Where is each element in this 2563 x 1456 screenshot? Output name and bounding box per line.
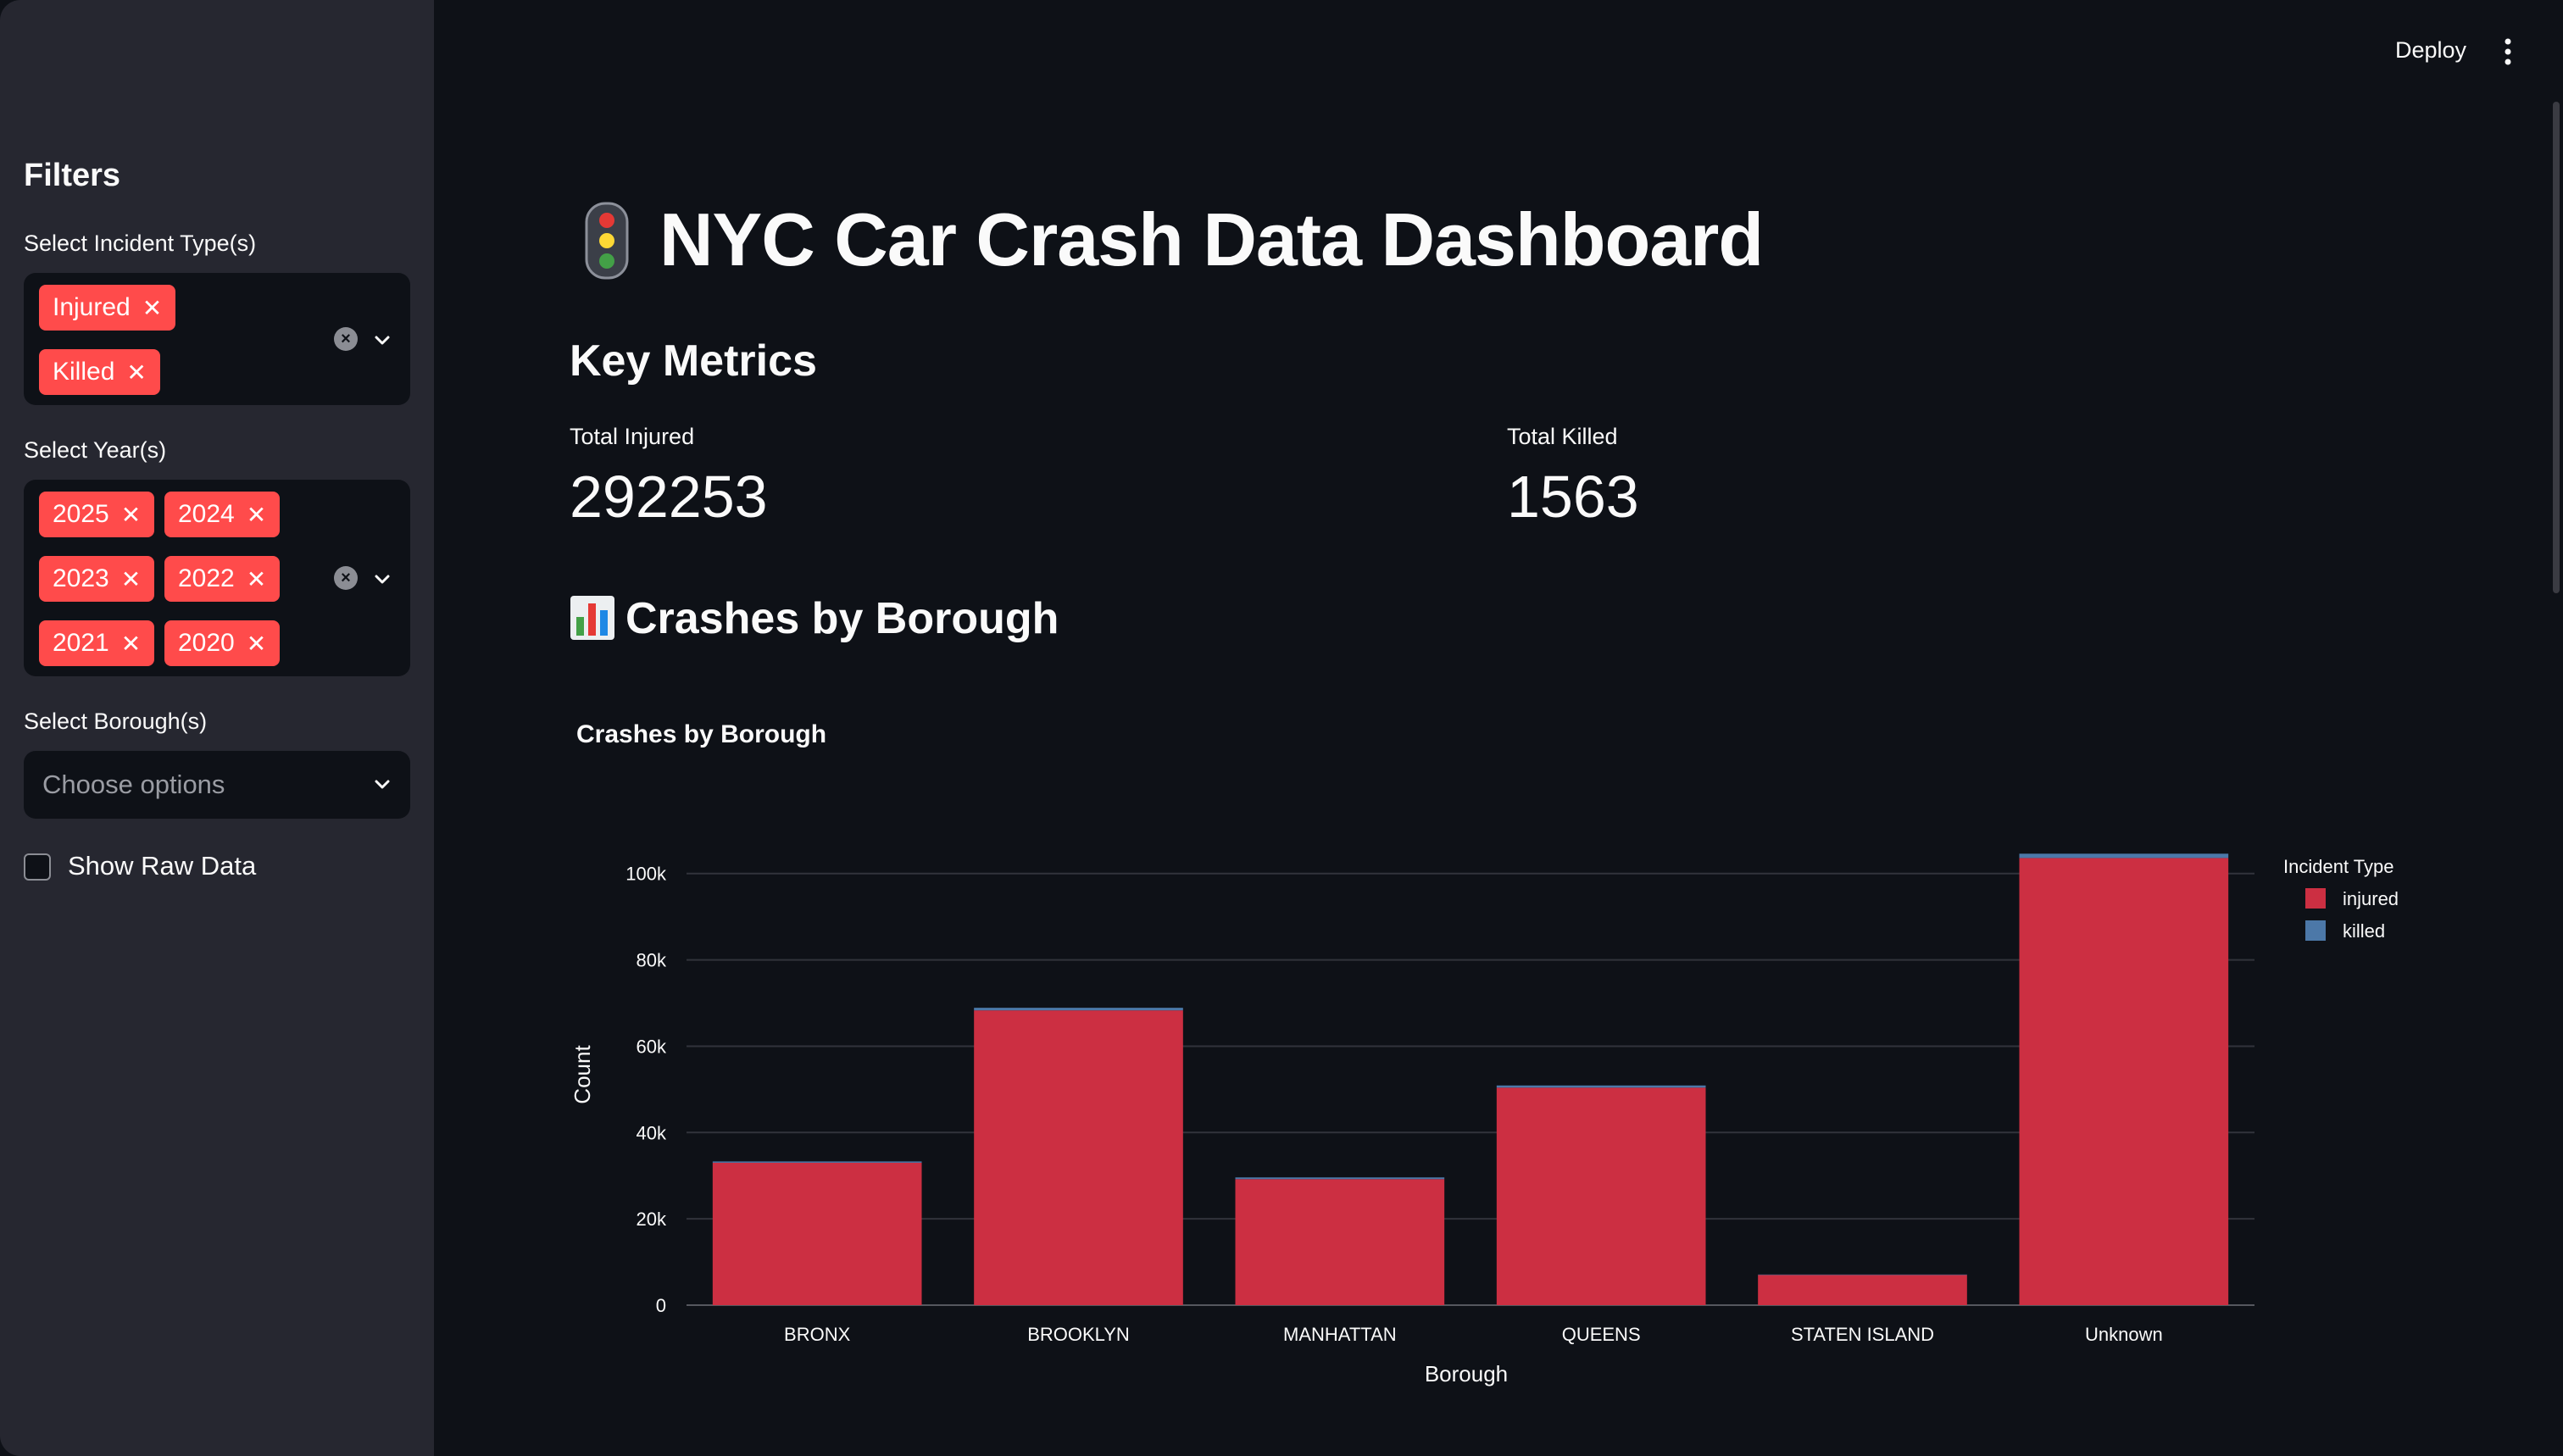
sidebar: Filters Select Incident Type(s) Injured … [0, 0, 434, 1456]
year-multiselect[interactable]: 2025 ✕ 2024 ✕ 2023 ✕ 2022 ✕ 2021 ✕ 2020 … [24, 480, 410, 676]
key-metrics-heading: Key Metrics [570, 336, 817, 386]
chip-year-2022[interactable]: 2022 ✕ [164, 556, 281, 602]
crashes-by-borough-chart: Crashes by Borough 0 20k 40k 60k 80k 100k BRON… [559, 712, 2458, 1407]
kebab-menu-icon[interactable] [2504, 37, 2512, 66]
chip-year-2024[interactable]: 2024 ✕ [164, 492, 281, 537]
chevron-down-icon[interactable] [373, 331, 392, 349]
show-raw-data-checkbox[interactable] [24, 853, 51, 881]
y-tick-label: 60k [637, 1036, 667, 1057]
bar-chart-icon [570, 596, 614, 640]
chart-legend: Incident Type injured killed [2283, 856, 2399, 942]
incident-type-multiselect[interactable]: Injured ✕ Killed ✕ × [24, 273, 410, 405]
chip-label: 2024 [178, 500, 235, 528]
traffic-light-icon [585, 202, 629, 280]
y-tick-label: 80k [637, 950, 667, 971]
chip-remove-icon[interactable]: ✕ [246, 630, 267, 657]
x-tick-label: MANHATTAN [1283, 1324, 1397, 1345]
x-axis-label: Borough [1425, 1361, 1508, 1387]
chip-label: 2025 [53, 500, 109, 528]
bar-injured-unknown[interactable] [2019, 858, 2229, 1305]
chip-year-2021[interactable]: 2021 ✕ [39, 620, 155, 666]
deploy-button[interactable]: Deploy [2395, 37, 2467, 63]
chip-remove-icon[interactable]: ✕ [246, 501, 267, 528]
legend-swatch-killed[interactable] [2305, 920, 2326, 941]
chip-year-2025[interactable]: 2025 ✕ [39, 492, 155, 537]
y-axis-label: Count [570, 1045, 595, 1104]
chart-svg: Crashes by Borough 0 20k 40k 60k 80k 100k BRON… [570, 720, 2399, 1387]
x-tick-label: STATEN ISLAND [1791, 1324, 1934, 1345]
sidebar-title: Filters [24, 158, 121, 193]
chip-label: 2020 [178, 629, 235, 657]
borough-label: Select Borough(s) [24, 709, 208, 734]
chip-label: Killed [53, 358, 115, 386]
bar-killed-unknown[interactable] [2019, 853, 2229, 859]
chip-label: 2021 [53, 629, 109, 657]
bar-injured-queens[interactable] [1496, 1087, 1706, 1305]
borough-multiselect[interactable]: Choose options [24, 751, 410, 819]
chip-remove-icon[interactable]: ✕ [120, 501, 142, 528]
page-title: NYC Car Crash Data Dashboard [659, 197, 1764, 281]
legend-label-killed[interactable]: killed [2343, 920, 2385, 942]
chip-label: Injured [53, 293, 131, 321]
chip-remove-icon[interactable]: ✕ [142, 294, 163, 321]
x-tick-label: QUEENS [1562, 1324, 1641, 1345]
metric-label-injured: Total Injured [570, 424, 695, 449]
chip-remove-icon[interactable]: ✕ [120, 630, 142, 657]
chip-remove-icon[interactable]: ✕ [120, 565, 142, 592]
chip-remove-icon[interactable]: ✕ [246, 565, 267, 592]
bar-injured-brooklyn[interactable] [974, 1010, 1183, 1305]
chevron-down-icon[interactable] [373, 570, 392, 588]
bar-injured-bronx[interactable] [712, 1162, 922, 1305]
metric-value-injured: 292253 [570, 464, 768, 530]
chart-ticks: 0 20k 40k 60k 80k 100k BRONX BROOKLYN MANHATTAN Q… [625, 864, 2162, 1345]
chip-label: 2023 [53, 564, 109, 592]
bar-killed-bronx[interactable] [712, 1161, 922, 1163]
legend-label-injured[interactable]: injured [2343, 888, 2399, 909]
chip-year-2023[interactable]: 2023 ✕ [39, 556, 155, 602]
x-tick-label: Unknown [2085, 1324, 2163, 1345]
metric-label-killed: Total Killed [1507, 424, 1618, 449]
chevron-down-icon[interactable] [373, 775, 392, 793]
chart-title: Crashes by Borough [576, 720, 826, 748]
y-tick-label: 40k [637, 1122, 667, 1143]
year-label: Select Year(s) [24, 437, 167, 463]
bar-killed-brooklyn[interactable] [974, 1008, 1183, 1011]
clear-all-icon[interactable]: × [334, 566, 358, 590]
chip-killed[interactable]: Killed ✕ [39, 349, 160, 395]
scrollbar[interactable] [2553, 102, 2560, 593]
metric-value-killed: 1563 [1507, 464, 1639, 530]
crashes-by-borough-heading: Crashes by Borough [625, 594, 1059, 643]
chip-injured[interactable]: Injured ✕ [39, 285, 176, 331]
bar-injured-staten-island[interactable] [1758, 1275, 1967, 1305]
incident-type-label: Select Incident Type(s) [24, 231, 257, 256]
chip-remove-icon[interactable]: ✕ [126, 358, 147, 386]
bar-killed-manhattan[interactable] [1235, 1177, 1445, 1180]
show-raw-data-label: Show Raw Data [68, 851, 257, 881]
legend-swatch-injured[interactable] [2305, 888, 2326, 909]
chip-label: 2022 [178, 564, 235, 592]
y-tick-label: 20k [637, 1209, 667, 1230]
bar-injured-manhattan[interactable] [1235, 1179, 1445, 1305]
bar-killed-queens[interactable] [1496, 1085, 1706, 1088]
clear-all-icon[interactable]: × [334, 327, 358, 351]
y-tick-label: 0 [656, 1295, 666, 1316]
legend-title: Incident Type [2283, 856, 2393, 877]
borough-placeholder: Choose options [42, 770, 225, 799]
chip-year-2020[interactable]: 2020 ✕ [164, 620, 281, 666]
y-tick-label: 100k [625, 864, 667, 885]
x-tick-label: BRONX [784, 1324, 851, 1345]
x-tick-label: BROOKLYN [1027, 1324, 1130, 1345]
chart-gridlines [687, 872, 2254, 1306]
chart-bars [712, 853, 2229, 1305]
